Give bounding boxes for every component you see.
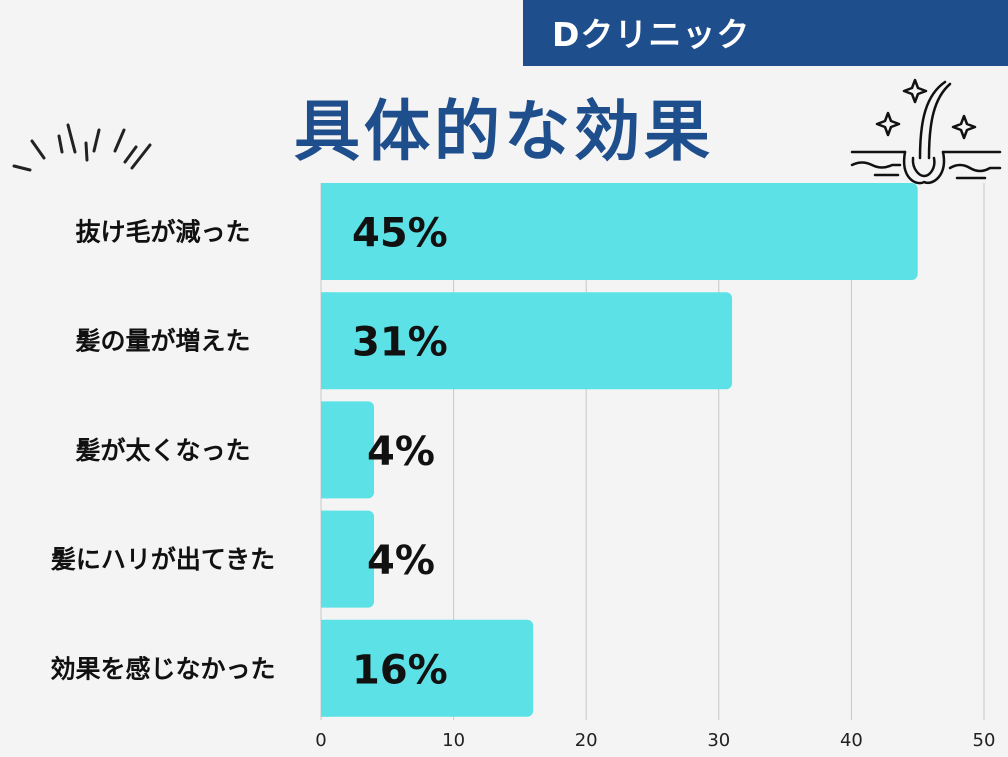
data-label: 31% <box>352 320 448 366</box>
category-label: 髪の量が増えた <box>74 327 250 356</box>
bar <box>321 183 918 280</box>
x-tick-label: 20 <box>575 730 598 751</box>
brand-label: Dクリニック <box>552 15 751 54</box>
x-tick-label: 50 <box>973 730 996 751</box>
data-label: 16% <box>352 647 448 693</box>
bar-left-edge <box>321 401 329 499</box>
bar-left-edge <box>321 619 329 717</box>
x-tick-label: 40 <box>840 730 863 751</box>
x-tick-label: 0 <box>315 730 326 751</box>
bar <box>321 619 534 717</box>
brand-banner <box>523 0 1008 66</box>
chart-title: 具体的な効果 <box>294 93 714 170</box>
bar <box>321 292 733 390</box>
bar-left-edge <box>321 183 329 280</box>
category-label: 髪が太くなった <box>74 436 250 465</box>
category-label: 髪にハリが出てきた <box>50 545 275 574</box>
bar <box>321 401 375 499</box>
data-label: 4% <box>367 429 435 475</box>
category-label: 抜け毛が減った <box>75 218 250 247</box>
bar-left-edge <box>321 510 329 608</box>
bar-left-edge <box>321 292 329 390</box>
data-label: 4% <box>367 538 435 584</box>
category-label: 効果を感じなかった <box>50 654 275 683</box>
data-label: 45% <box>352 211 448 257</box>
bar <box>321 510 375 608</box>
x-tick-label: 10 <box>442 730 465 751</box>
x-tick-label: 30 <box>707 730 730 751</box>
